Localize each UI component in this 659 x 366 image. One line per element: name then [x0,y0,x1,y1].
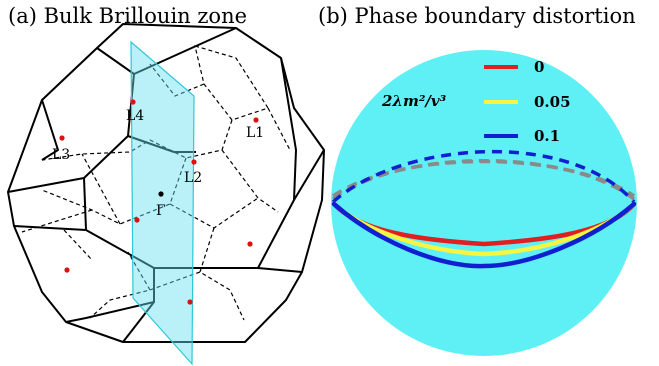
legend-label-005: 0.05 [534,93,571,111]
point-unlabeled-marker [64,267,70,273]
point-l1-marker [253,117,259,123]
front-curves [331,201,637,269]
legend-title: 2λm²/v³ [381,92,447,110]
legend-label-01: 0.1 [534,127,560,145]
legend-label-0: 0 [534,58,544,76]
point-l2-marker [191,159,197,165]
cutting-plane [130,40,195,366]
legend: 2λm²/v³ 0 0.05 0.1 [381,58,571,145]
point-l4-marker [130,99,136,105]
visible-edges [7,23,325,343]
point-l3-label: L3 [52,147,70,163]
curve-front-01 [331,201,637,269]
hidden-edges [21,45,291,321]
brillouin-zone [7,23,325,343]
panel-b-title: (b) Phase boundary distortion [318,4,636,28]
back-curves [331,149,636,204]
high-symmetry-points: L4 L1 L3 L2 Γ [52,99,264,305]
phase-sphere: 2λm²/v³ 0 0.05 0.1 [331,50,637,356]
curve-back-01 [331,149,636,204]
point-unlabeled-marker [187,299,193,305]
point-l1-label: L1 [246,125,264,141]
point-unlabeled-marker [134,217,140,223]
sphere [331,50,637,356]
point-gamma-label: Γ [156,203,166,219]
point-l4-label: L4 [126,108,144,124]
point-l2-label: L2 [184,170,202,186]
point-gamma-marker [158,191,164,197]
point-unlabeled-marker [247,241,253,247]
point-l3-marker [59,135,65,141]
